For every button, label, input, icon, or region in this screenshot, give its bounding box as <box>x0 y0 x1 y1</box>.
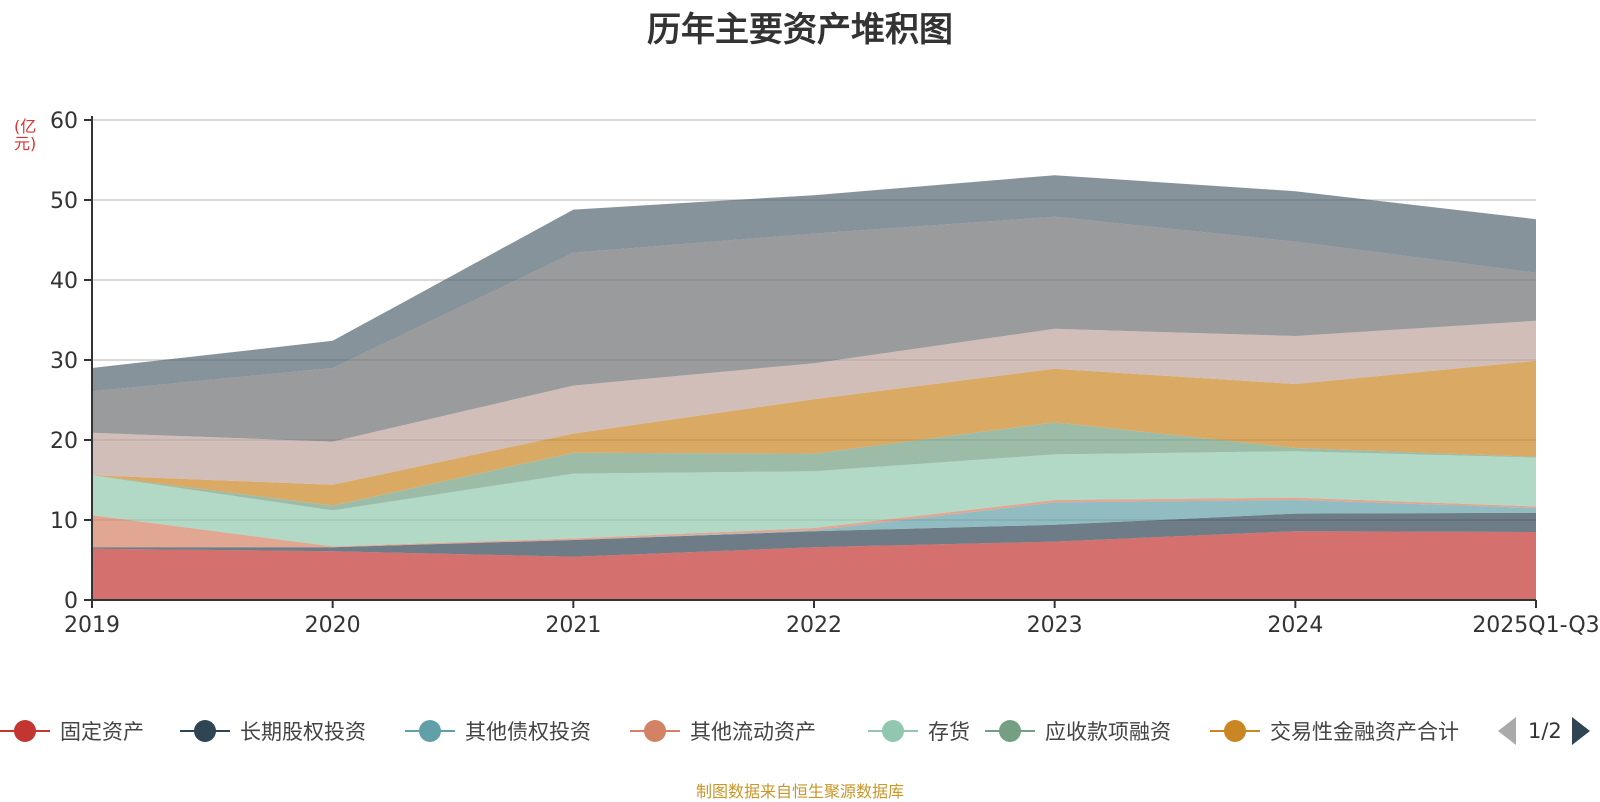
x-tick-label: 2023 <box>1027 613 1083 638</box>
y-axis-unit: (亿元) <box>14 117 37 153</box>
legend-marker-icon <box>405 714 455 748</box>
x-tick-labels: 2019 2020 2021 2022 2023 2024 2025Q1-Q3 <box>64 613 1600 638</box>
legend-item[interactable]: 长期股权投资 <box>180 714 366 748</box>
legend-marker-icon <box>1210 714 1260 748</box>
legend-label: 其他流动资产 <box>690 720 816 744</box>
legend-label: 存货 <box>928 720 970 744</box>
axes <box>84 116 1537 608</box>
area-其他债权投资 <box>92 500 1536 548</box>
legend-label: 其他债权投资 <box>465 720 591 744</box>
legend-item[interactable]: 存货 <box>868 714 970 748</box>
x-tick-label: 2024 <box>1267 613 1323 638</box>
legend-item[interactable]: 应收款项融资 <box>985 714 1171 748</box>
legend-page-indicator: 1/2 <box>1528 719 1562 743</box>
area-应收款项融资 <box>92 422 1536 511</box>
legend-marker-icon <box>868 714 918 748</box>
legend-label: 交易性金融资产合计 <box>1270 720 1459 744</box>
legend-item[interactable]: 交易性金融资产合计 <box>1210 714 1459 748</box>
area-存货 <box>92 451 1536 547</box>
area-货币资金 <box>92 320 1536 485</box>
y-tick-label: 10 <box>50 509 78 534</box>
y-tick-label: 40 <box>50 269 78 294</box>
legend-marker-icon <box>630 714 680 748</box>
legend-label: 固定资产 <box>60 720 144 744</box>
y-tick-label: 50 <box>50 189 78 214</box>
y-tick-label: 30 <box>50 349 78 374</box>
area-长期股权投资 <box>92 512 1536 557</box>
x-tick-label: 2021 <box>545 613 601 638</box>
data-source-note: 制图数据来自恒生聚源数据库 <box>695 782 904 801</box>
chevron-left-icon[interactable] <box>1498 717 1516 745</box>
y-tick-label: 0 <box>64 589 78 614</box>
x-tick-label: 2020 <box>305 613 361 638</box>
x-tick-label: 2025Q1-Q3 <box>1472 613 1599 638</box>
legend-label: 应收款项融资 <box>1045 720 1171 744</box>
chevron-right-icon[interactable] <box>1571 717 1590 745</box>
legend-item[interactable]: 固定资产 <box>0 714 144 748</box>
y-tick-label: 60 <box>50 109 78 134</box>
y-tick-labels: 0 10 20 30 40 50 60 <box>50 109 78 614</box>
x-tick-label: 2019 <box>64 613 120 638</box>
legend-marker-icon <box>985 714 1035 748</box>
y-tick-label: 20 <box>50 429 78 454</box>
legend: 固定资产 长期股权投资 其他债权投资 其他流动资产 存货 应收款项融资 交易性金融资产合计 <box>0 714 1600 748</box>
x-tick-label: 2022 <box>786 613 842 638</box>
legend-item[interactable]: 其他债权投资 <box>405 714 591 748</box>
area-其他流动资产 <box>92 497 1536 548</box>
area-应收账款 <box>92 216 1536 442</box>
chart-title: 历年主要资产堆积图 <box>647 10 953 50</box>
area-series <box>92 175 1536 600</box>
legend-marker-icon <box>0 714 50 748</box>
legend-item[interactable]: 其他流动资产 <box>630 714 816 748</box>
legend-marker-icon <box>180 714 230 748</box>
area-固定资产 <box>92 531 1536 600</box>
legend-pager: 1/2 <box>1498 714 1590 748</box>
area-交易性金融资产合计 <box>92 360 1536 506</box>
legend-label: 长期股权投资 <box>240 720 366 744</box>
area-其他 <box>92 175 1536 392</box>
